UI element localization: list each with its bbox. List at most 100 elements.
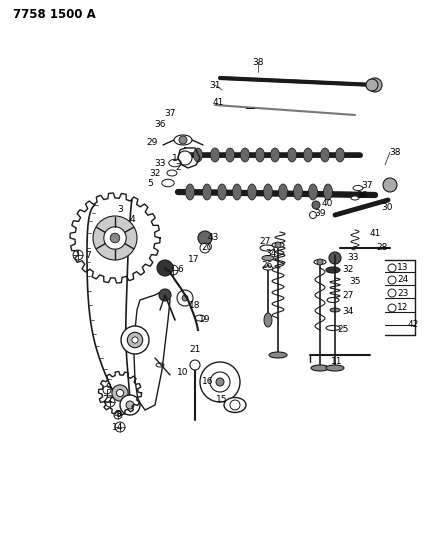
Text: 29: 29 bbox=[146, 138, 157, 147]
Ellipse shape bbox=[232, 184, 241, 200]
Circle shape bbox=[387, 289, 395, 297]
Ellipse shape bbox=[335, 148, 344, 162]
Text: 30: 30 bbox=[380, 204, 392, 213]
Circle shape bbox=[365, 79, 377, 91]
Text: 5: 5 bbox=[147, 179, 153, 188]
Circle shape bbox=[93, 216, 137, 260]
Text: 7: 7 bbox=[85, 251, 91, 260]
Text: 34: 34 bbox=[265, 248, 276, 257]
Ellipse shape bbox=[310, 365, 328, 371]
Circle shape bbox=[115, 422, 125, 432]
Ellipse shape bbox=[270, 148, 279, 162]
Text: 33: 33 bbox=[346, 254, 358, 262]
Circle shape bbox=[199, 243, 210, 253]
Text: 32: 32 bbox=[149, 168, 160, 177]
Ellipse shape bbox=[173, 135, 192, 145]
Circle shape bbox=[199, 362, 239, 402]
Ellipse shape bbox=[278, 184, 287, 200]
Circle shape bbox=[387, 304, 395, 312]
Ellipse shape bbox=[202, 184, 211, 200]
Ellipse shape bbox=[193, 148, 202, 162]
Circle shape bbox=[103, 386, 111, 394]
Text: 42: 42 bbox=[406, 320, 417, 329]
Circle shape bbox=[198, 231, 211, 245]
Ellipse shape bbox=[161, 179, 174, 187]
Text: 32: 32 bbox=[342, 265, 353, 274]
Text: 19: 19 bbox=[199, 316, 210, 325]
Text: 18: 18 bbox=[189, 301, 200, 310]
Text: 4: 4 bbox=[129, 215, 135, 224]
Circle shape bbox=[116, 390, 123, 397]
Text: 26: 26 bbox=[261, 261, 272, 270]
Text: 1: 1 bbox=[172, 154, 178, 163]
Circle shape bbox=[382, 178, 396, 192]
Ellipse shape bbox=[217, 184, 226, 200]
Ellipse shape bbox=[255, 148, 264, 162]
Ellipse shape bbox=[350, 196, 358, 200]
Text: 7758 1500 A: 7758 1500 A bbox=[13, 7, 95, 20]
Text: 20: 20 bbox=[201, 244, 212, 253]
Circle shape bbox=[126, 401, 134, 409]
Circle shape bbox=[387, 276, 395, 284]
Circle shape bbox=[190, 360, 199, 370]
Text: 22: 22 bbox=[102, 395, 113, 405]
Text: 27: 27 bbox=[342, 292, 353, 301]
Text: 41: 41 bbox=[212, 98, 223, 107]
Circle shape bbox=[158, 289, 170, 301]
Text: 8: 8 bbox=[115, 410, 121, 419]
Text: 37: 37 bbox=[360, 181, 372, 190]
Text: 11: 11 bbox=[331, 358, 342, 367]
Ellipse shape bbox=[293, 184, 302, 200]
Circle shape bbox=[121, 326, 149, 354]
Ellipse shape bbox=[263, 313, 271, 327]
Text: 40: 40 bbox=[320, 198, 332, 207]
Ellipse shape bbox=[224, 398, 245, 413]
Text: 10: 10 bbox=[177, 368, 188, 377]
Text: 3: 3 bbox=[117, 206, 123, 214]
Ellipse shape bbox=[326, 297, 338, 303]
Text: 17: 17 bbox=[188, 255, 199, 264]
Ellipse shape bbox=[313, 260, 325, 264]
Ellipse shape bbox=[268, 352, 286, 358]
Ellipse shape bbox=[308, 184, 317, 200]
Circle shape bbox=[216, 378, 224, 386]
Circle shape bbox=[73, 250, 83, 260]
Ellipse shape bbox=[262, 255, 273, 261]
Circle shape bbox=[230, 400, 239, 410]
Text: 14: 14 bbox=[112, 424, 124, 432]
Circle shape bbox=[274, 242, 280, 248]
Text: 34: 34 bbox=[342, 308, 353, 317]
Text: 37: 37 bbox=[164, 109, 176, 117]
Circle shape bbox=[316, 259, 322, 265]
Circle shape bbox=[177, 290, 193, 306]
Ellipse shape bbox=[168, 159, 181, 167]
Text: 15: 15 bbox=[216, 395, 227, 405]
Circle shape bbox=[157, 260, 173, 276]
Text: 21: 21 bbox=[189, 345, 200, 354]
Ellipse shape bbox=[263, 184, 272, 200]
Circle shape bbox=[120, 395, 140, 415]
Text: 9: 9 bbox=[105, 384, 111, 392]
Ellipse shape bbox=[259, 245, 273, 251]
Text: 6: 6 bbox=[177, 265, 182, 274]
Text: 43: 43 bbox=[207, 233, 218, 243]
Ellipse shape bbox=[287, 148, 296, 162]
Text: 33: 33 bbox=[154, 158, 165, 167]
Text: 36: 36 bbox=[355, 191, 367, 200]
Circle shape bbox=[309, 212, 316, 219]
Text: 13: 13 bbox=[396, 263, 408, 272]
Ellipse shape bbox=[240, 148, 249, 162]
Circle shape bbox=[114, 411, 122, 419]
Circle shape bbox=[132, 337, 138, 343]
Ellipse shape bbox=[262, 266, 272, 270]
Ellipse shape bbox=[323, 184, 332, 200]
Ellipse shape bbox=[303, 148, 312, 162]
Circle shape bbox=[210, 372, 230, 392]
Text: 16: 16 bbox=[202, 377, 213, 386]
Circle shape bbox=[112, 385, 128, 401]
Circle shape bbox=[387, 264, 395, 272]
Circle shape bbox=[178, 151, 192, 165]
Text: 2: 2 bbox=[175, 164, 180, 173]
Circle shape bbox=[127, 332, 142, 348]
Circle shape bbox=[167, 265, 178, 275]
